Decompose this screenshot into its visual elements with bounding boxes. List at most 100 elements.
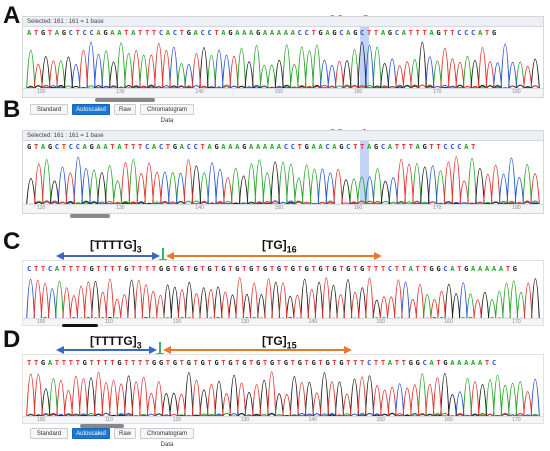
base-call: G xyxy=(262,264,270,273)
base-call: G xyxy=(158,264,166,273)
base-call: T xyxy=(61,358,69,367)
base-call: G xyxy=(186,358,194,367)
base-call: C xyxy=(200,28,208,37)
horizontal-scrollbar[interactable] xyxy=(80,424,124,428)
tg-repeat-label: [TG]15 xyxy=(262,334,297,351)
base-call: A xyxy=(346,28,354,37)
base-call: A xyxy=(477,28,485,37)
base-call: G xyxy=(165,264,173,273)
base-call: T xyxy=(110,264,118,273)
base-call: T xyxy=(27,358,34,367)
base-call: G xyxy=(332,264,340,273)
ruler-tick-label: 120 xyxy=(172,319,182,325)
base-call: T xyxy=(255,264,263,273)
base-call: A xyxy=(276,142,284,151)
base-call: T xyxy=(151,264,159,273)
ruler-tick-label: 140 xyxy=(195,89,204,95)
base-call: G xyxy=(228,28,236,37)
base-call: G xyxy=(27,142,34,151)
base-call: G xyxy=(200,358,208,367)
raw-button[interactable]: Raw xyxy=(114,428,136,439)
chromatogram-data-button[interactable]: Chromatogram Data xyxy=(140,428,194,448)
base-call: G xyxy=(339,142,347,151)
base-call: G xyxy=(353,28,360,37)
base-call: T xyxy=(290,358,298,367)
base-call: T xyxy=(165,142,173,151)
ruler-tick-label: 170 xyxy=(433,205,442,211)
position-ruler: 120 130 140 150 160 170 180 xyxy=(23,204,543,213)
base-call: C xyxy=(443,142,451,151)
base-call: A xyxy=(221,28,229,37)
base-call: T xyxy=(151,28,159,37)
base-call: G xyxy=(179,264,187,273)
standard-button[interactable]: Standard xyxy=(30,428,68,439)
ruler-tick-label: 170 xyxy=(512,417,521,423)
base-call: A xyxy=(471,358,478,367)
tttg-arrowhead-left xyxy=(56,252,64,260)
base-call: G xyxy=(491,28,499,37)
base-call: A xyxy=(429,28,437,37)
base-call: T xyxy=(75,358,83,367)
base-call: A xyxy=(151,142,159,151)
chromatogram-window: TTGATTTTGTTTTGTTTTGGTGTGTGTGTGTGTGTGTGTG… xyxy=(22,354,544,424)
base-call: T xyxy=(373,28,381,37)
base-call: T xyxy=(117,264,125,273)
chromatogram-window: Selected: 161 : 161 = 1 base ATGTAGCTCCA… xyxy=(22,16,544,98)
base-call: G xyxy=(172,358,180,367)
autoscaled-button[interactable]: Autoscaled xyxy=(72,428,110,439)
tg-arrowhead-right xyxy=(374,252,382,260)
base-call: T xyxy=(422,264,430,273)
base-call: G xyxy=(373,142,381,151)
raw-button[interactable]: Raw xyxy=(114,104,136,115)
base-call: T xyxy=(401,142,409,151)
base-call: T xyxy=(394,358,402,367)
base-call: T xyxy=(457,264,465,273)
base-call: A xyxy=(117,28,125,37)
ruler-tick-label: 140 xyxy=(195,205,204,211)
base-call: T xyxy=(380,358,388,367)
base-call: T xyxy=(186,264,194,273)
base-call: A xyxy=(235,142,243,151)
base-calls: ATGTAGCTCCAGAATATTTCACTGACCTAGAAAGAAAAAC… xyxy=(27,28,543,37)
base-call: T xyxy=(124,28,132,37)
base-call: T xyxy=(82,264,90,273)
base-call: A xyxy=(387,142,395,151)
base-call: G xyxy=(82,358,90,367)
base-call: A xyxy=(131,28,138,37)
base-call: G xyxy=(512,264,520,273)
view-toolbar: Standard Autoscaled Raw Chromatogram Data xyxy=(22,104,322,124)
ruler-tick-label: 130 xyxy=(116,89,125,95)
base-call: C xyxy=(89,28,97,37)
base-call: T xyxy=(179,358,187,367)
standard-button[interactable]: Standard xyxy=(30,104,68,115)
base-call: A xyxy=(47,358,55,367)
base-call: G xyxy=(242,142,249,151)
base-call: T xyxy=(47,28,55,37)
base-call: A xyxy=(477,264,485,273)
base-call: T xyxy=(380,264,388,273)
base-call: A xyxy=(235,28,243,37)
base-call: C xyxy=(471,28,478,37)
base-call: C xyxy=(443,264,451,273)
base-call: C xyxy=(207,28,215,37)
base-call: C xyxy=(144,142,152,151)
ruler-tick-label: 160 xyxy=(444,417,453,423)
horizontal-scrollbar[interactable] xyxy=(62,324,98,327)
base-call: C xyxy=(193,142,201,151)
base-call: T xyxy=(214,28,222,37)
horizontal-scrollbar[interactable] xyxy=(95,98,155,102)
base-call: T xyxy=(144,358,152,367)
chromatogram-data-button[interactable]: Chromatogram Data xyxy=(140,104,194,124)
base-call: C xyxy=(54,142,62,151)
base-call: G xyxy=(464,264,471,273)
ruler-tick-label: 160 xyxy=(353,89,363,95)
base-call: T xyxy=(228,264,236,273)
base-call: G xyxy=(193,264,201,273)
base-call: T xyxy=(179,28,187,37)
base-call: T xyxy=(408,28,416,37)
tg-arrowhead-left xyxy=(163,346,171,354)
ruler-tick-label: 150 xyxy=(274,89,283,95)
position-ruler: 120 130 140 150 160 170 180 xyxy=(23,88,543,97)
horizontal-scrollbar[interactable] xyxy=(70,214,110,218)
autoscaled-button[interactable]: Autoscaled xyxy=(72,104,110,115)
